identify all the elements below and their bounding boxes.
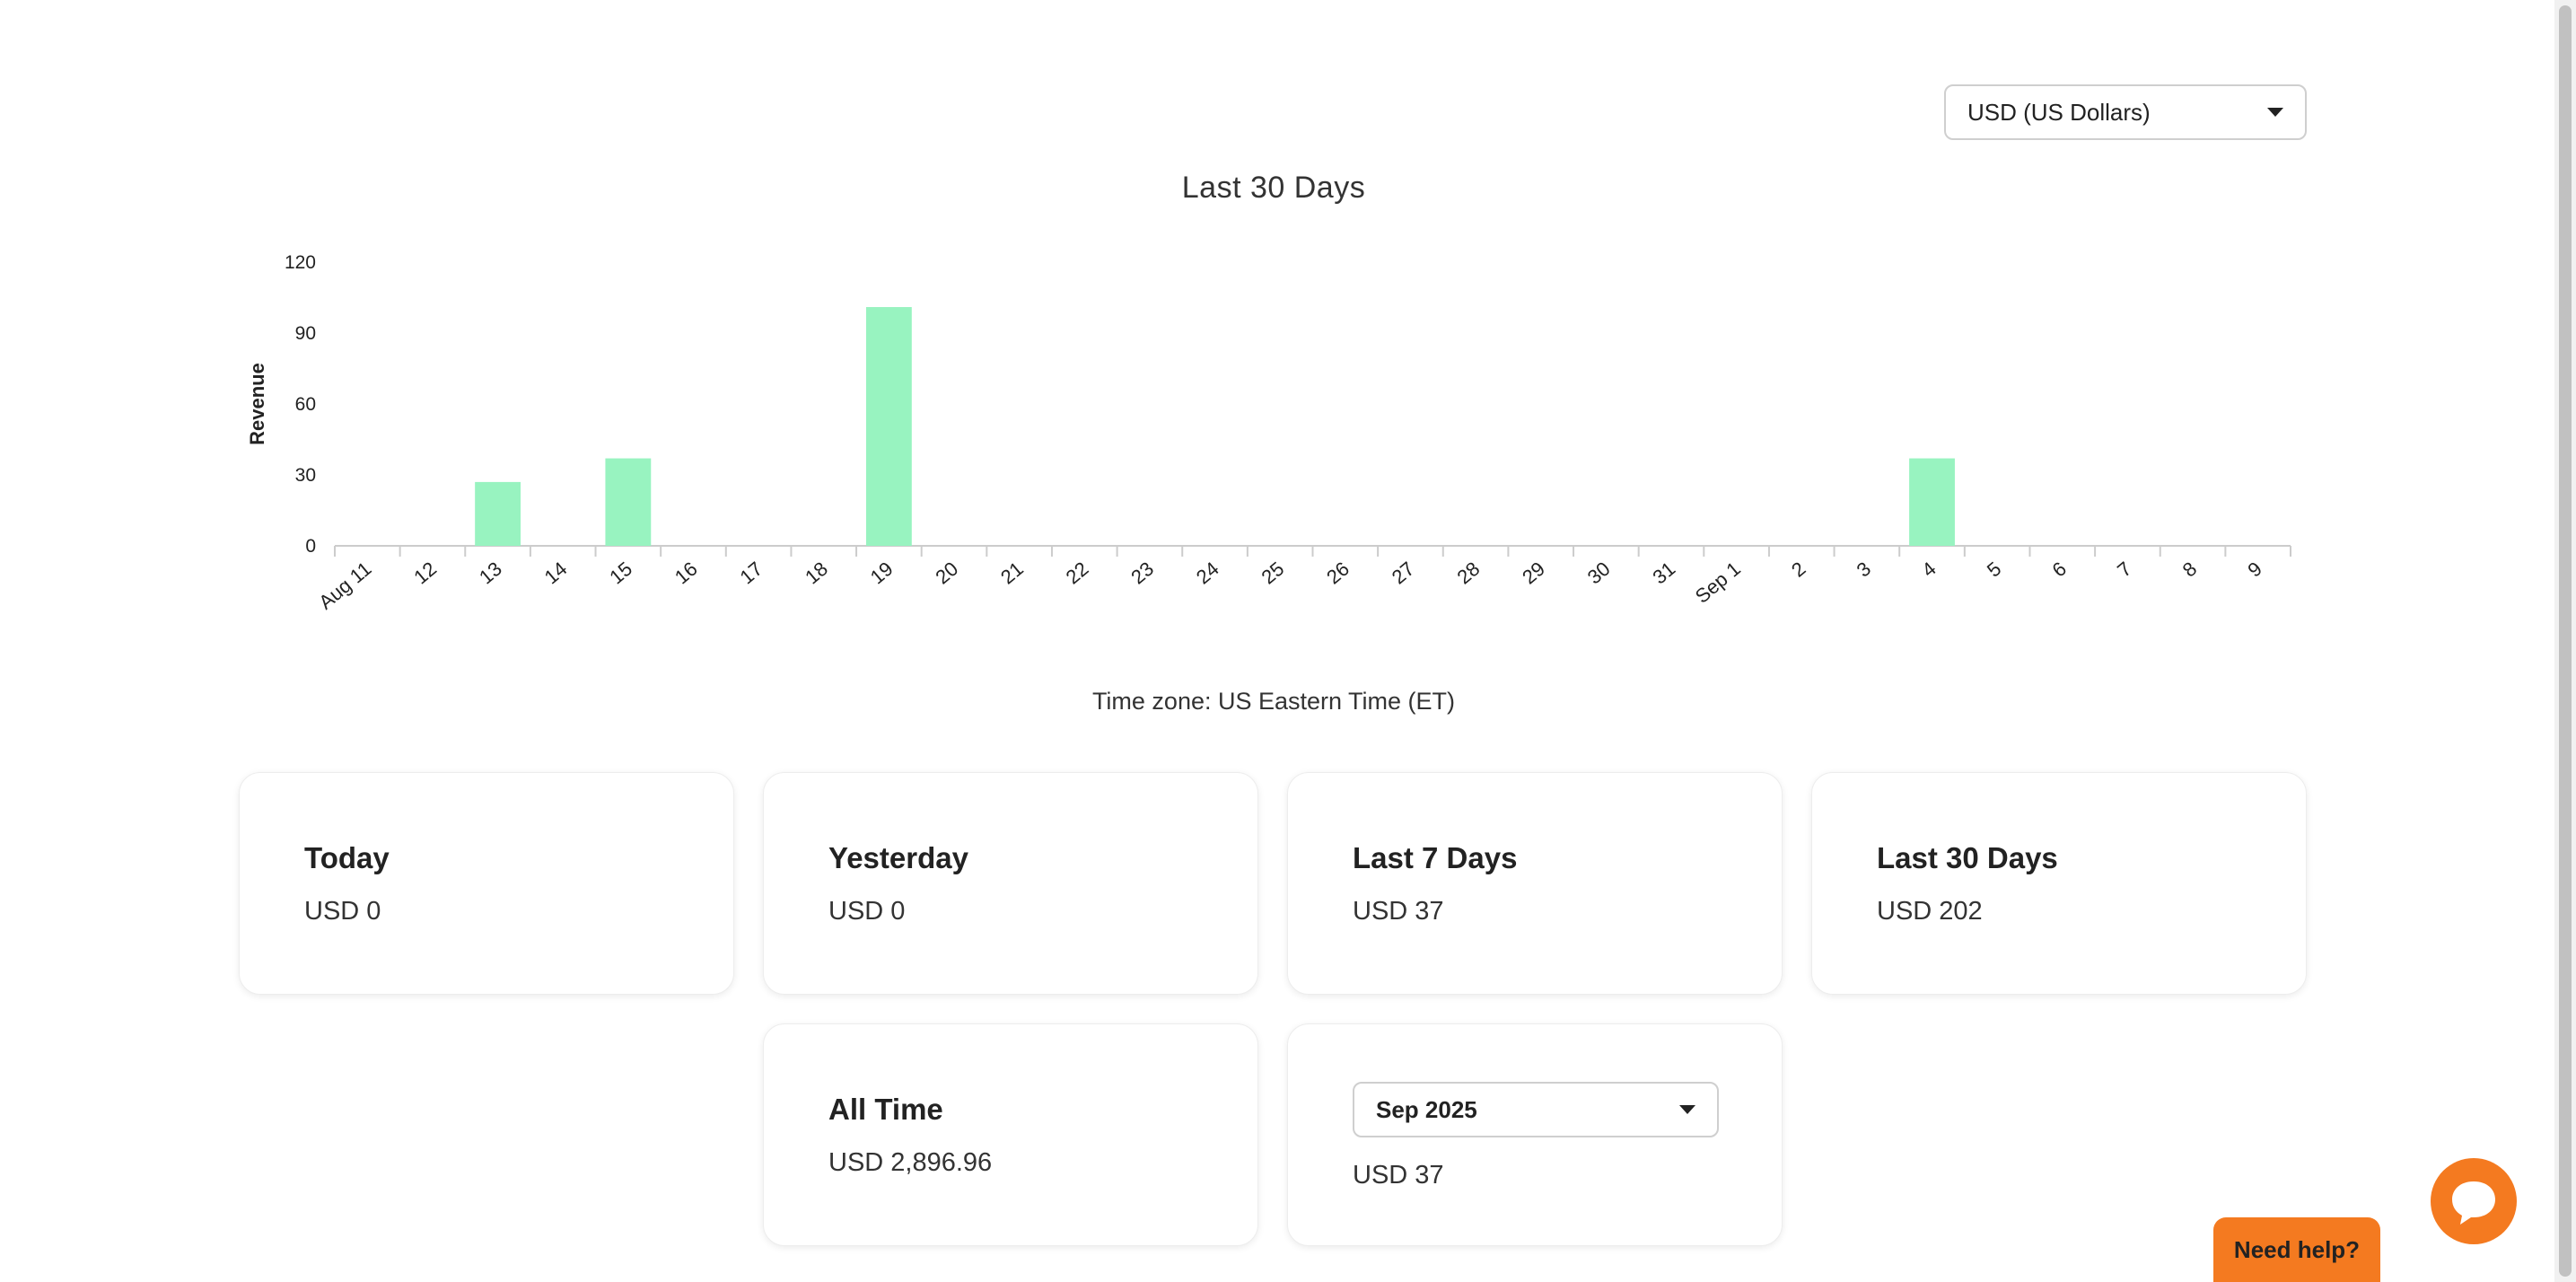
x-tick-label: 13 xyxy=(475,558,506,589)
x-tick-label: 22 xyxy=(1062,558,1093,589)
chevron-down-icon xyxy=(1679,1105,1695,1114)
timezone-note: Time zone: US Eastern Time (ET) xyxy=(1091,688,1456,715)
chat-bubble-icon xyxy=(2452,1181,2495,1225)
card-yesterday: Yesterday USD 0 xyxy=(763,772,1258,995)
x-tick-label: 5 xyxy=(1983,558,2005,582)
card-title: Last 30 Days xyxy=(1877,841,2058,874)
y-tick-label: 90 xyxy=(295,323,316,344)
card-value: USD 37 xyxy=(1353,897,1444,926)
y-tick-label: 60 xyxy=(295,394,316,415)
x-tick-label: 28 xyxy=(1452,558,1484,589)
bar xyxy=(1909,458,1955,546)
x-tick-label: 16 xyxy=(670,558,702,589)
x-tick-label: Aug 11 xyxy=(314,558,375,614)
revenue-bar-chart: Revenue 0 30 60 90 120 Aug 11 12 13 14 15 16 17 18 19 2… xyxy=(246,252,2291,614)
bar xyxy=(475,481,521,546)
card-value: USD 37 xyxy=(1353,1161,1444,1190)
chat-launcher-button[interactable] xyxy=(2431,1158,2517,1244)
card-title: Last 7 Days xyxy=(1353,841,1518,874)
x-tick-label: 26 xyxy=(1322,558,1354,589)
x-tick-label: 21 xyxy=(996,558,1028,589)
page-scrollbar[interactable] xyxy=(2554,0,2576,1282)
x-tick-label: 20 xyxy=(931,558,962,589)
card-value: USD 2,896.96 xyxy=(828,1148,993,1177)
y-tick-label: 0 xyxy=(305,536,316,557)
bar xyxy=(605,458,652,546)
x-tick-label: 6 xyxy=(2048,558,2071,582)
month-select-value: Sep 2025 xyxy=(1376,1095,1477,1123)
x-tick-label: 12 xyxy=(409,558,441,589)
card-value: USD 202 xyxy=(1877,897,1983,926)
card-value: USD 0 xyxy=(304,897,381,926)
x-tick-label: 27 xyxy=(1388,558,1419,589)
card-value: USD 0 xyxy=(828,897,906,926)
x-tick-label: 24 xyxy=(1192,558,1223,589)
y-axis-label: Revenue xyxy=(246,363,268,445)
card-all-time: All Time USD 2,896.96 xyxy=(763,1023,1258,1246)
chart-title: Last 30 Days xyxy=(1181,171,1366,205)
x-tick-label: 2 xyxy=(1787,558,1809,582)
x-tick-label: 9 xyxy=(2243,558,2265,582)
y-tick-label: 30 xyxy=(295,465,316,486)
card-monthly: Sep 2025 USD 37 xyxy=(1287,1023,1783,1246)
card-today: Today USD 0 xyxy=(239,772,734,995)
currency-select[interactable]: USD (US Dollars) xyxy=(1944,84,2307,140)
x-tick-label: 25 xyxy=(1257,558,1289,589)
card-title: Today xyxy=(304,841,390,874)
x-tick-label: 3 xyxy=(1853,558,1875,582)
x-tick-label: 30 xyxy=(1583,558,1615,589)
card-last-7-days: Last 7 Days USD 37 xyxy=(1287,772,1783,995)
card-last-30-days: Last 30 Days USD 202 xyxy=(1811,772,2307,995)
bar xyxy=(865,307,912,546)
x-tick-label: 18 xyxy=(801,558,832,589)
x-tick-label: 23 xyxy=(1126,558,1158,589)
currency-select-value: USD (US Dollars) xyxy=(1967,98,2151,126)
x-tick-label: 15 xyxy=(605,558,636,589)
x-tick-label: 17 xyxy=(736,558,767,589)
chevron-down-icon xyxy=(2267,108,2283,117)
x-tick-label: 7 xyxy=(2113,558,2135,582)
scrollbar-thumb[interactable] xyxy=(2559,5,2572,1277)
x-tick-label: 8 xyxy=(2178,558,2201,582)
x-tick-label: 4 xyxy=(1917,558,1940,582)
y-tick-label: 120 xyxy=(285,252,316,273)
x-tick-label: 31 xyxy=(1648,558,1679,589)
card-title: All Time xyxy=(828,1093,943,1126)
x-tick-label: Sep 1 xyxy=(1691,558,1745,608)
x-tick-label: 29 xyxy=(1518,558,1549,589)
card-title: Yesterday xyxy=(828,841,968,874)
x-tick-label: 19 xyxy=(866,558,898,589)
need-help-button[interactable]: Need help? xyxy=(2213,1217,2380,1282)
month-select[interactable]: Sep 2025 xyxy=(1353,1082,1719,1137)
x-tick-label: 14 xyxy=(540,558,572,589)
